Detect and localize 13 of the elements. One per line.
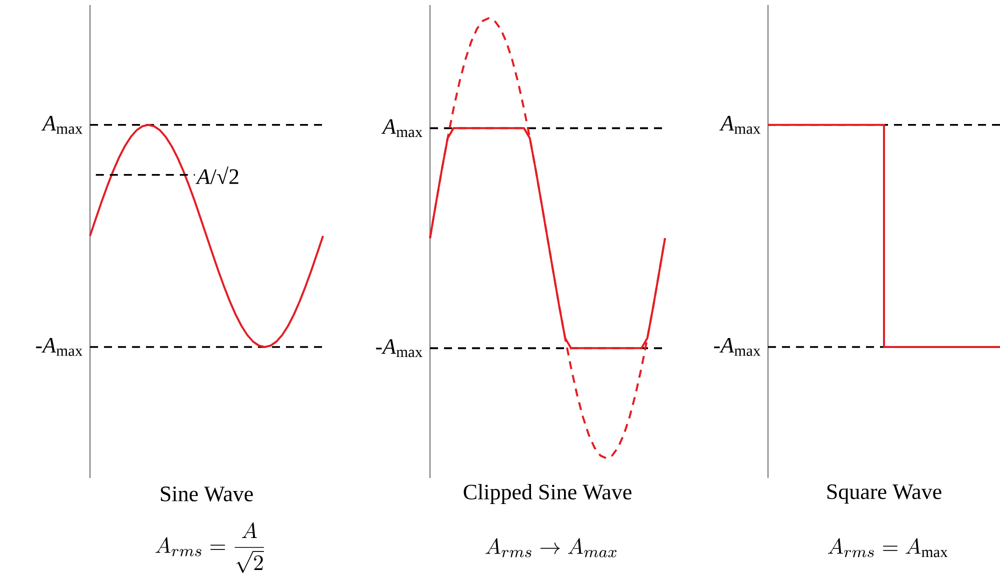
ref-line-label: A$_{max}$ bbox=[41, 116, 82, 134]
ref-line-label: A$_{max}$ bbox=[719, 116, 760, 134]
ref-line-label: -A$_{max}$ bbox=[376, 339, 422, 358]
text: $A_{rms} = A_{\max}$ bbox=[828, 538, 948, 558]
ref-line-label: -A$_{max}$ bbox=[36, 338, 82, 356]
ref-line-label: A$_{max}$ bbox=[381, 119, 422, 138]
x-axis-title: Sine Wave bbox=[160, 486, 253, 502]
text: $A_{rms} \rightarrow A_{max}$ bbox=[485, 538, 616, 558]
x-axis-title: Clipped Sine Wave bbox=[464, 484, 632, 504]
x-axis-title: Square Wave bbox=[827, 484, 942, 504]
text: $A_{rms} = \frac{A}{\sqrt{2}}$ bbox=[155, 522, 264, 573]
annotation: A/√2 bbox=[196, 166, 238, 184]
ref-line-label: -A$_{max}$ bbox=[714, 338, 760, 356]
